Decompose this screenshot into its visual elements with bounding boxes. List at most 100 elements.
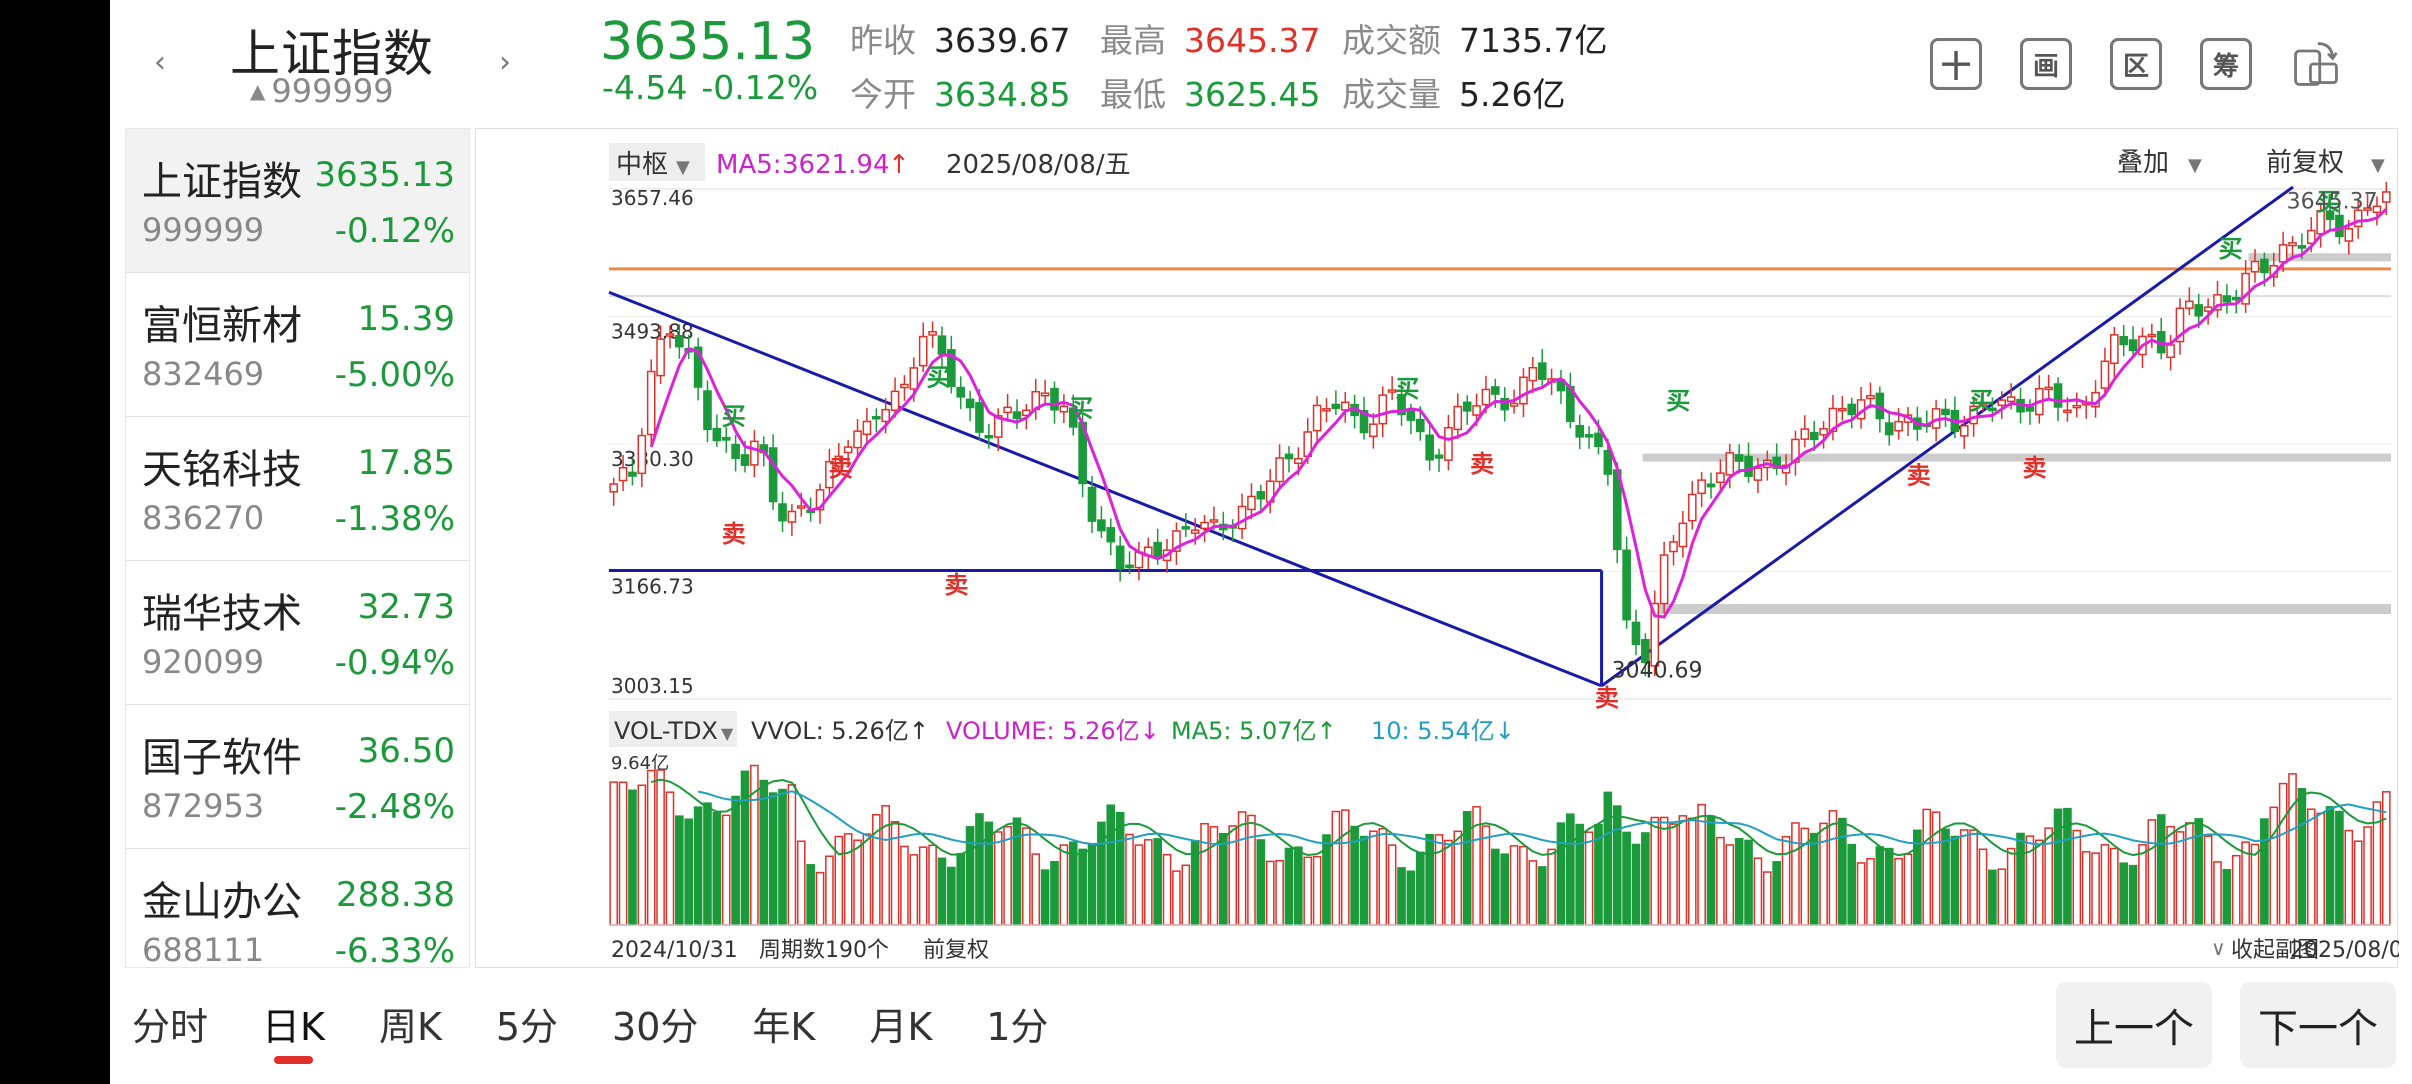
tab-4[interactable]: 30分: [612, 1005, 699, 1049]
volume-bar: [2344, 829, 2354, 926]
candle-body: [2044, 386, 2053, 391]
period-tabs: 分时 日K 周K 5分 30分 年K 月K 1分: [132, 990, 1102, 1070]
next-stock-button[interactable]: ›: [485, 40, 525, 84]
rotate-screen-button[interactable]: [2290, 38, 2342, 90]
stat-4: 最低 3625.45: [1100, 68, 1320, 116]
candle-body: [1959, 425, 1969, 437]
watchlist-item[interactable]: 富恒新材 15.39 832469 -5.00%: [126, 273, 469, 417]
candle-body: [2100, 360, 2110, 389]
plus-icon: 十: [1941, 50, 1971, 85]
collapse-icon: ∨: [2211, 936, 2226, 960]
buy-marker: 买: [1395, 375, 1419, 403]
chart-date: 2025/08/08/五: [946, 150, 1131, 180]
volume-bar: [1519, 845, 1528, 926]
stock-change-pct: -0.12%: [334, 211, 455, 251]
watchlist-item[interactable]: 金山办公 288.38 688111 -6.33%: [126, 849, 469, 967]
volume-bar: [1125, 833, 1134, 926]
candle-body: [2119, 335, 2129, 346]
chip-tool-button[interactable]: 筹: [2200, 38, 2252, 90]
candle-body: [2203, 306, 2213, 312]
range-tool-button[interactable]: 区: [2110, 38, 2162, 90]
volume-bar: [834, 835, 844, 926]
uptrend-line: [1600, 185, 2294, 688]
kline-chart-panel[interactable]: 中枢 ▼ MA5: 3621.94 ↑ 2025/08/08/五 叠加 ▼ 前复权 ▼ 3657.4…: [475, 128, 2399, 969]
kline-chart[interactable]: 中枢 ▼ MA5: 3621.94↑ 2025/08/08/五 叠加 ▼ 前复权 ▼ 3657.4…: [476, 129, 2399, 969]
candle-body: [1490, 386, 1500, 395]
watchlist-item[interactable]: 瑞华技术 32.73 920099 -0.94%: [126, 561, 469, 705]
tab-5[interactable]: 年K: [752, 1005, 816, 1049]
candle-body: [637, 434, 647, 475]
volume-bar: [1172, 870, 1181, 926]
indicator-selector: 中枢: [616, 150, 668, 180]
volume-bar: [1547, 848, 1556, 926]
candle-body: [1444, 427, 1453, 461]
volume-bar: [1556, 822, 1566, 926]
candle-body: [1106, 527, 1116, 543]
next-item-button[interactable]: 下一个: [2240, 982, 2396, 1068]
tab-2[interactable]: 周K: [378, 1005, 442, 1049]
candle-body: [2194, 304, 2204, 317]
candle-body: [1256, 491, 1266, 500]
candle-body: [2306, 229, 2316, 245]
change-percent: -0.12%: [701, 68, 819, 107]
tab-1[interactable]: 日K: [262, 990, 325, 1070]
sell-marker: 卖: [722, 520, 746, 548]
volume-bar: [1500, 853, 1510, 926]
tab-0[interactable]: 分时: [132, 1005, 209, 1049]
volume-bar: [1706, 815, 1716, 926]
gray-band: [1642, 453, 2391, 462]
volume-bar: [1697, 803, 1706, 926]
volume-bar: [768, 792, 778, 926]
stock-price: 288.38: [336, 875, 455, 915]
sell-marker: 卖: [2023, 454, 2047, 482]
candle-body: [881, 408, 890, 423]
vol-max-label: 9.64亿: [611, 753, 669, 774]
range-icon: 区: [2122, 51, 2149, 82]
volume-bar: [1922, 808, 1932, 926]
volume-bar: [1209, 826, 1219, 926]
stock-price: 15.39: [357, 299, 455, 339]
tab-6[interactable]: 月K: [869, 1005, 933, 1049]
stock-price: 32.73: [357, 587, 455, 627]
candle-body: [918, 335, 928, 367]
watchlist-item[interactable]: 国子软件 36.50 872953 -2.48%: [126, 705, 469, 849]
volume-bar: [1566, 813, 1575, 926]
prev-item-button[interactable]: 上一个: [2056, 982, 2212, 1068]
stock-name: 国子软件: [142, 735, 302, 781]
candle-body: [1500, 397, 1510, 411]
stat-2: 成交额 7135.7亿: [1342, 14, 1607, 62]
volume-ma-line: [697, 790, 2387, 846]
ma5-line: [649, 207, 2388, 619]
change-value: -4.54: [602, 68, 688, 107]
candle-body: [656, 338, 665, 377]
crosshair-tool-button[interactable]: 十: [1930, 38, 1982, 90]
draw-icon: 画: [2032, 51, 2059, 82]
volume-bar: [1687, 817, 1697, 926]
buy-marker: 买: [927, 363, 951, 391]
watchlist-item[interactable]: 天铭科技 17.85 836270 -1.38%: [126, 417, 469, 561]
sell-marker: 卖: [1470, 450, 1494, 478]
left-black-bar: [0, 0, 110, 1084]
volume-bar: [881, 805, 890, 926]
stock-code: 832469: [142, 355, 265, 393]
draw-tool-button[interactable]: 画: [2020, 38, 2072, 90]
candle-body: [2353, 209, 2363, 228]
candle-body: [740, 454, 750, 466]
volume-bar: [1387, 844, 1397, 926]
candle-body: [731, 443, 740, 459]
volume-bar: [1669, 823, 1678, 926]
watchlist-item[interactable]: 上证指数 3635.13 999999 -0.12%: [126, 129, 469, 273]
sell-marker: 卖: [1595, 684, 1619, 712]
prev-stock-button[interactable]: ‹: [140, 40, 180, 84]
volume-bar: [815, 871, 825, 926]
stat-label: 最低: [1100, 75, 1166, 114]
candle-body: [1247, 495, 1256, 511]
tab-3[interactable]: 5分: [495, 1005, 559, 1049]
tab-7[interactable]: 1分: [986, 1005, 1049, 1049]
volume-bar: [1744, 839, 1753, 926]
candle-body: [1040, 392, 1050, 397]
volume-bar: [740, 770, 750, 926]
stock-price: 17.85: [357, 443, 455, 483]
sell-marker: 卖: [829, 454, 853, 482]
candle-body: [712, 427, 722, 442]
